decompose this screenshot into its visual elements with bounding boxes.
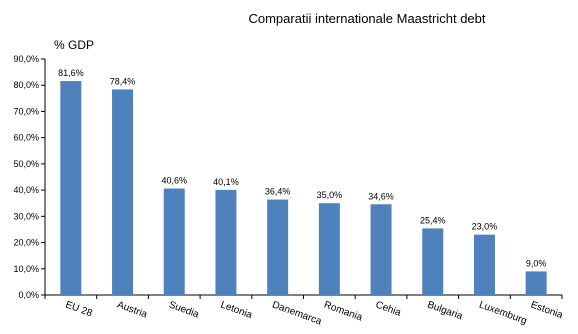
bar [473,234,495,295]
y-axis-label: % GDP [54,38,94,52]
data-label: 40,1% [213,177,239,187]
data-label: 35,0% [317,190,343,200]
category-label: Bulgaria [426,299,465,322]
data-label: 40,6% [161,176,187,186]
category-label: Letonia [219,299,254,321]
category-label: Austria [116,299,149,320]
bar [370,204,392,295]
y-tick-label: 10,0% [13,264,39,274]
data-label: 23,0% [472,222,498,232]
y-tick-label: 30,0% [13,211,39,221]
bar [525,271,547,295]
y-tick-label: 80,0% [13,80,39,90]
y-tick-label: 60,0% [13,133,39,143]
bar [422,228,444,295]
bar [318,203,340,295]
y-tick-label: 50,0% [13,159,39,169]
y-tick-label: 90,0% [13,54,39,64]
bar [112,89,134,295]
data-label: 25,4% [420,215,446,225]
category-label: Estonia [529,299,565,321]
data-labels: 81,6% 78,4% 40,6% 40,1% 36,4% 35,0% 34,6% 25,4%… [58,68,546,268]
bar [163,188,185,295]
data-label: 36,4% [265,187,291,197]
data-label: 81,6% [58,68,84,78]
category-label: Cehia [374,299,403,318]
bar [267,199,289,295]
category-label: Danemarca [271,299,324,327]
y-tick-label: 40,0% [13,185,39,195]
chart-title: Comparatii internationale Maastricht deb… [248,11,485,26]
bar [215,189,237,295]
category-label: EU 28 [64,299,94,319]
y-tick-label: 0,0% [18,290,39,300]
data-label: 34,6% [368,191,394,201]
data-label: 78,4% [110,76,136,86]
category-label: Romania [322,299,364,323]
category-label: Suedia [167,299,200,320]
data-label: 9,0% [526,258,547,268]
y-tick-label: 20,0% [13,238,39,248]
bar [60,81,82,295]
category-labels: EU 28 Austria Suedia Letonia Danemarca Romani… [64,299,565,327]
category-label: Luxemburg [477,299,528,326]
bars [60,81,547,295]
y-tick-label: 70,0% [13,106,39,116]
